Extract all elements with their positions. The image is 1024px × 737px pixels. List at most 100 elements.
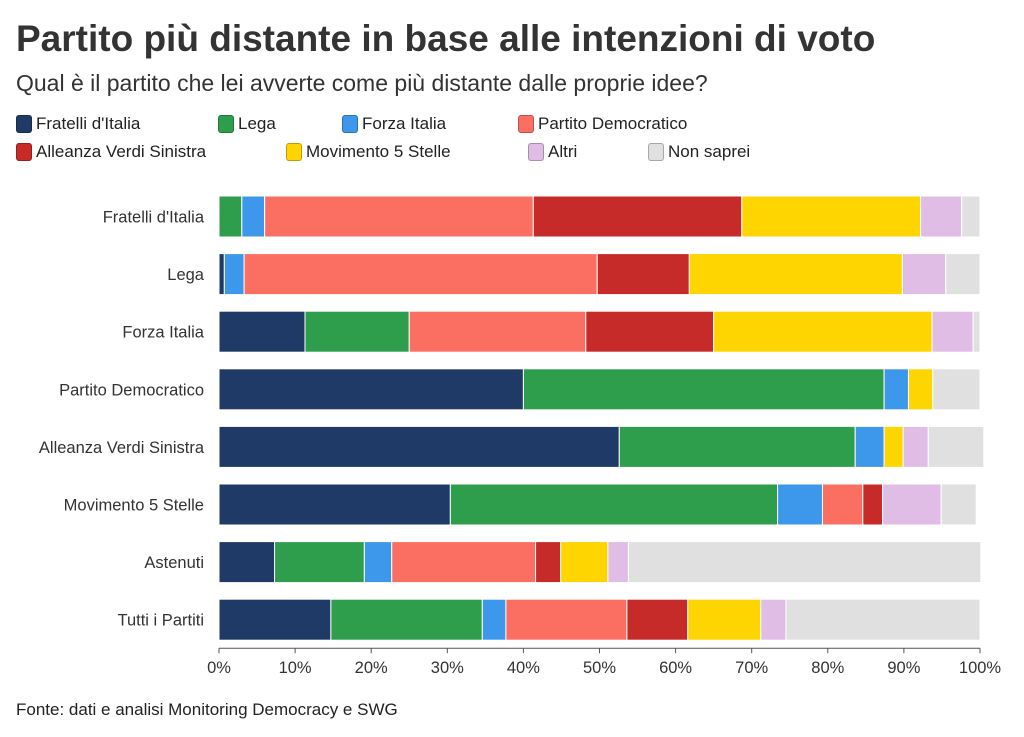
legend-label: Fratelli d'Italia (36, 114, 141, 133)
bar-segment-partito-democratico-movimento-5-stelle (907, 368, 934, 411)
bar-segment-fratelli-d-italia-alleanza-verdi-sinistra (532, 195, 743, 238)
bar-segment-alleanza-verdi-sinistra-non-saprei (927, 425, 985, 468)
legend-item-fratelli-d-italia[interactable]: Fratelli d'Italia (16, 114, 140, 134)
bar-segment-astenuti-non-saprei (627, 541, 982, 584)
bar-segment-fratelli-d-italia-altri (920, 195, 963, 238)
bar-segment-astenuti-lega (274, 541, 365, 584)
legend-label: Partito Democratico (538, 114, 688, 133)
bar-segment-partito-democratico-forza-italia (883, 368, 909, 411)
bar-segment-movimento-5-stelle-alleanza-verdi-sinistra (862, 483, 884, 526)
bar-segment-tutti-i-partiti-alleanza-verdi-sinistra (626, 598, 689, 641)
bar-segment-partito-democratico-fratelli-d-italia (218, 368, 524, 411)
bar-segment-movimento-5-stelle-non-saprei (940, 483, 977, 526)
legend-swatch-partito-democratico (518, 115, 534, 133)
bar-segment-lega-altri (901, 253, 947, 296)
legend-item-partito-democratico[interactable]: Partito Democratico (518, 114, 687, 134)
bar-segment-forza-italia-movimento-5-stelle (713, 310, 933, 353)
stacked-bar-chart: Fratelli d'Italia Lega Forza Italia Partito… (39, 195, 1002, 677)
legend-label: Forza Italia (362, 114, 447, 133)
bar-segment-fratelli-d-italia-forza-italia (241, 195, 266, 238)
bar-segment-tutti-i-partiti-lega (330, 598, 483, 641)
bar-segment-lega-non-saprei (945, 253, 981, 296)
legend-label: Non saprei (668, 142, 751, 161)
x-tick-label: 50% (583, 659, 616, 677)
bar-segment-movimento-5-stelle-altri (882, 483, 942, 526)
bar-segment-lega-movimento-5-stelle (688, 253, 903, 296)
legend-label: Lega (238, 114, 276, 133)
bar-segment-fratelli-d-italia-lega (218, 195, 243, 238)
legend-item-movimento-5-stelle[interactable]: Movimento 5 Stelle (286, 142, 451, 162)
legend-item-lega[interactable]: Lega (218, 114, 276, 134)
legend-swatch-non-saprei (648, 143, 664, 161)
bar-segment-tutti-i-partiti-movimento-5-stelle (687, 598, 762, 641)
bar-segment-astenuti-fratelli-d-italia (218, 541, 276, 584)
category-label-lega: Lega (167, 266, 205, 284)
chart-subtitle: Qual è il partito che lei avverte come p… (16, 70, 708, 96)
bar-segment-forza-italia-altri (931, 310, 974, 353)
chart-title: Partito più distante in base alle intenz… (16, 18, 876, 59)
bar-segment-forza-italia-alleanza-verdi-sinistra (585, 310, 715, 353)
bar-segment-alleanza-verdi-sinistra-forza-italia (854, 425, 885, 468)
category-label-partito-democratico: Partito Democratico (59, 381, 204, 399)
bar-segment-astenuti-partito-democratico (391, 541, 537, 584)
bar-segment-movimento-5-stelle-partito-democratico (821, 483, 864, 526)
legend-label: Movimento 5 Stelle (306, 142, 451, 161)
bar-segment-tutti-i-partiti-fratelli-d-italia (218, 598, 332, 641)
bar-segment-alleanza-verdi-sinistra-fratelli-d-italia (218, 425, 620, 468)
x-tick-label: 0% (207, 659, 231, 677)
bar-segment-movimento-5-stelle-forza-italia (777, 483, 823, 526)
bar-segment-astenuti-altri (607, 541, 629, 584)
bar-segment-forza-italia-non-saprei (972, 310, 981, 353)
legend-swatch-movimento-5-stelle (286, 143, 302, 161)
x-tick-label: 60% (659, 659, 692, 677)
bar-segment-astenuti-forza-italia (363, 541, 393, 584)
bar-segment-tutti-i-partiti-altri (760, 598, 787, 641)
category-label-fratelli-d-italia: Fratelli d'Italia (103, 209, 205, 227)
category-label-forza-italia: Forza Italia (122, 324, 204, 342)
x-tick-label: 10% (279, 659, 312, 677)
bar-segment-astenuti-alleanza-verdi-sinistra (535, 541, 562, 584)
legend-item-altri[interactable]: Altri (528, 142, 577, 162)
bar-segment-lega-forza-italia (223, 253, 245, 296)
bar-segment-alleanza-verdi-sinistra-movimento-5-stelle (883, 425, 904, 468)
x-tick-label: 20% (355, 659, 388, 677)
bar-segment-lega-alleanza-verdi-sinistra (596, 253, 690, 296)
x-tick-label: 100% (959, 659, 1002, 677)
bar-segment-astenuti-movimento-5-stelle (560, 541, 609, 584)
bar-segment-fratelli-d-italia-movimento-5-stelle (741, 195, 922, 238)
bar-segment-forza-italia-fratelli-d-italia (218, 310, 306, 353)
legend-item-forza-italia[interactable]: Forza Italia (342, 114, 446, 134)
legend-item-non-saprei[interactable]: Non saprei (648, 142, 750, 162)
x-tick-label: 80% (811, 659, 844, 677)
category-label-alleanza-verdi-sinistra: Alleanza Verdi Sinistra (39, 439, 205, 457)
bar-segment-tutti-i-partiti-forza-italia (481, 598, 507, 641)
legend: Fratelli d'Italia Lega Forza Italia Part… (16, 114, 1016, 170)
bar-segment-lega-fratelli-d-italia (218, 253, 225, 296)
legend-swatch-fratelli-d-italia (16, 115, 32, 133)
legend-swatch-lega (218, 115, 234, 133)
x-tick-label: 70% (735, 659, 768, 677)
x-tick-label: 30% (431, 659, 464, 677)
category-label-tutti-i-partiti: Tutti i Partiti (118, 612, 205, 630)
bar-segment-alleanza-verdi-sinistra-lega (618, 425, 856, 468)
legend-label: Alleanza Verdi Sinistra (36, 142, 207, 161)
legend-swatch-altri (528, 143, 544, 161)
bar-segment-lega-partito-democratico (243, 253, 598, 296)
legend-item-alleanza-verdi-sinistra[interactable]: Alleanza Verdi Sinistra (16, 142, 206, 162)
bar-segment-tutti-i-partiti-partito-democratico (505, 598, 628, 641)
bar-segment-fratelli-d-italia-partito-democratico (264, 195, 534, 238)
category-label-movimento-5-stelle: Movimento 5 Stelle (64, 497, 204, 515)
bar-segment-forza-italia-partito-democratico (408, 310, 587, 353)
category-label-astenuti: Astenuti (144, 554, 204, 572)
x-tick-label: 90% (887, 659, 920, 677)
legend-swatch-alleanza-verdi-sinistra (16, 143, 32, 161)
legend-label: Altri (548, 142, 578, 161)
bar-segment-forza-italia-lega (304, 310, 410, 353)
bar-segment-partito-democratico-lega (522, 368, 885, 411)
bar-segment-alleanza-verdi-sinistra-altri (902, 425, 929, 468)
bar-segment-movimento-5-stelle-lega (449, 483, 779, 526)
x-tick-label: 40% (507, 659, 540, 677)
legend-swatch-forza-italia (342, 115, 358, 133)
bar-segment-movimento-5-stelle-fratelli-d-italia (218, 483, 451, 526)
bar-segment-fratelli-d-italia-non-saprei (961, 195, 981, 238)
